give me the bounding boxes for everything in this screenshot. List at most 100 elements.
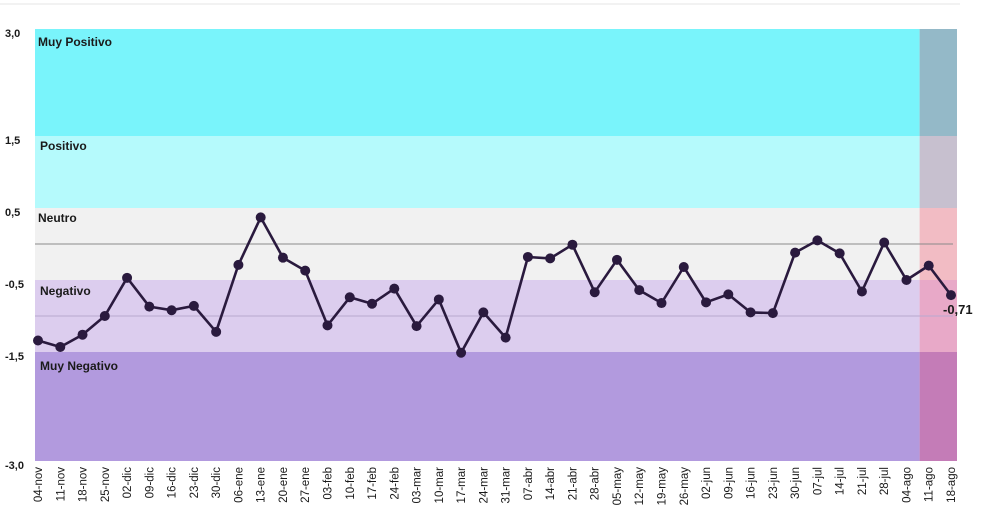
data-point-14-jul <box>834 248 845 259</box>
x-tick-label: 28-abr <box>590 467 602 500</box>
data-point-03-mar <box>411 321 422 332</box>
x-tick-label: 11-ago <box>924 467 936 502</box>
x-tick-label: 09-dic <box>144 467 156 499</box>
band-labels: Muy Positivo Positivo Neutro Negativo Muy Ne… <box>38 35 118 373</box>
data-point-07-abr <box>522 251 533 262</box>
sentiment-bands <box>35 29 920 461</box>
x-tick-label: 07-abr <box>523 467 535 500</box>
data-points <box>33 212 956 358</box>
data-point-19-may <box>656 298 667 309</box>
x-tick-label: 31-mar <box>501 467 513 504</box>
band-label-muy-negativo: Muy Negativo <box>40 359 118 373</box>
y-tick-label: 0,5 <box>5 207 20 219</box>
last-value-label: -0,71 <box>943 302 973 317</box>
data-point-10-feb <box>344 292 355 303</box>
x-tick-label: 12-may <box>634 467 646 506</box>
x-tick-label: 23-jun <box>768 467 780 499</box>
x-tick-label: 04-nov <box>33 467 45 502</box>
data-point-04-ago <box>901 275 912 285</box>
x-tick-label: 21-jul <box>857 467 869 495</box>
y-tick-label: 3,0 <box>5 28 20 40</box>
x-tick-label: 25-nov <box>100 467 112 502</box>
data-point-11-ago <box>923 260 934 271</box>
highlight-region <box>919 29 957 461</box>
data-point-21-abr <box>567 239 578 250</box>
data-point-30-dic <box>211 326 222 337</box>
y-axis-ticks: 3,0 1,5 0,5 -0,5 -1,5 -3,0 <box>5 28 24 472</box>
data-point-11-nov <box>55 341 66 352</box>
data-point-09-jun <box>723 289 734 300</box>
data-point-21-jul <box>856 286 867 297</box>
y-tick-label: -1,5 <box>5 351 24 363</box>
band-label-positivo: Positivo <box>40 139 87 153</box>
data-point-30-jun <box>790 247 801 258</box>
x-tick-label: 24-mar <box>478 467 490 504</box>
x-tick-label: 05-may <box>612 467 624 506</box>
x-tick-label: 03-mar <box>412 467 424 504</box>
x-tick-label: 06-ene <box>233 467 245 503</box>
highlight-band-muy-positivo <box>919 29 957 136</box>
x-tick-label: 07-jul <box>812 467 824 495</box>
x-tick-label: 16-jun <box>746 467 758 499</box>
reference-lines <box>35 243 953 317</box>
x-tick-label: 24-feb <box>389 467 401 500</box>
x-tick-label: 14-abr <box>545 467 557 500</box>
x-axis-ticks: 04-nov 11-nov 18-nov 25-nov 02-dic 09-dic 16-d… <box>33 467 958 506</box>
data-point-17-feb <box>367 298 378 309</box>
data-point-10-mar <box>433 294 444 305</box>
x-tick-label: 28-jul <box>879 467 891 495</box>
x-tick-label: 27-ene <box>300 467 312 503</box>
band-label-neutro: Neutro <box>38 211 77 225</box>
highlight-band-muy-negativo <box>919 352 957 461</box>
data-point-14-abr <box>545 253 556 264</box>
band-muy-positivo <box>35 29 920 136</box>
x-tick-label: 30-dic <box>211 467 223 499</box>
data-point-26-may <box>678 262 689 273</box>
x-tick-label: 18-ago <box>946 467 958 503</box>
data-point-16-jun <box>745 307 756 318</box>
x-tick-label: 20-ene <box>278 467 290 503</box>
y-tick-label: -3,0 <box>5 460 24 472</box>
data-point-20-ene <box>277 252 288 263</box>
x-tick-label: 11-nov <box>55 467 67 502</box>
data-point-05-may <box>611 254 622 265</box>
x-tick-label: 14-jul <box>835 467 847 495</box>
x-tick-label: 21-abr <box>567 467 579 500</box>
x-tick-label: 10-feb <box>345 467 357 500</box>
x-tick-label: 19-may <box>657 467 669 506</box>
data-point-12-may <box>634 285 645 296</box>
highlight-band-positivo <box>919 136 957 208</box>
x-tick-label: 13-ene <box>256 467 268 503</box>
data-point-07-jul <box>812 235 823 246</box>
x-tick-label: 04-ago <box>901 467 913 503</box>
data-point-28-jul <box>879 237 890 248</box>
band-positivo <box>35 136 920 208</box>
data-point-04-nov <box>33 335 43 346</box>
data-point-02-jun <box>701 297 712 308</box>
data-point-03-feb <box>322 320 333 331</box>
x-tick-label: 02-dic <box>122 467 134 499</box>
x-tick-label: 09-jun <box>723 467 735 499</box>
data-point-28-abr <box>589 287 600 298</box>
x-tick-label: 30-jun <box>790 467 802 499</box>
x-tick-label: 17-mar <box>456 467 468 504</box>
data-point-17-mar <box>456 347 467 358</box>
data-point-18-ago <box>946 290 956 301</box>
data-point-16-dic <box>166 305 177 316</box>
x-tick-label: 16-dic <box>167 467 179 499</box>
data-point-02-dic <box>122 272 133 283</box>
data-point-13-ene <box>255 212 266 223</box>
x-tick-label: 26-may <box>679 467 691 506</box>
x-tick-label: 23-dic <box>189 467 201 499</box>
band-muy-negativo <box>35 352 920 461</box>
data-point-18-nov <box>77 329 88 340</box>
data-point-23-jun <box>767 308 778 319</box>
x-tick-label: 02-jun <box>701 467 713 499</box>
data-point-31-mar <box>500 332 511 343</box>
data-point-09-dic <box>144 301 155 312</box>
y-tick-label: 1,5 <box>5 135 20 147</box>
x-tick-label: 03-feb <box>322 467 334 500</box>
x-tick-label: 10-mar <box>434 467 446 504</box>
x-tick-label: 17-feb <box>367 467 379 500</box>
